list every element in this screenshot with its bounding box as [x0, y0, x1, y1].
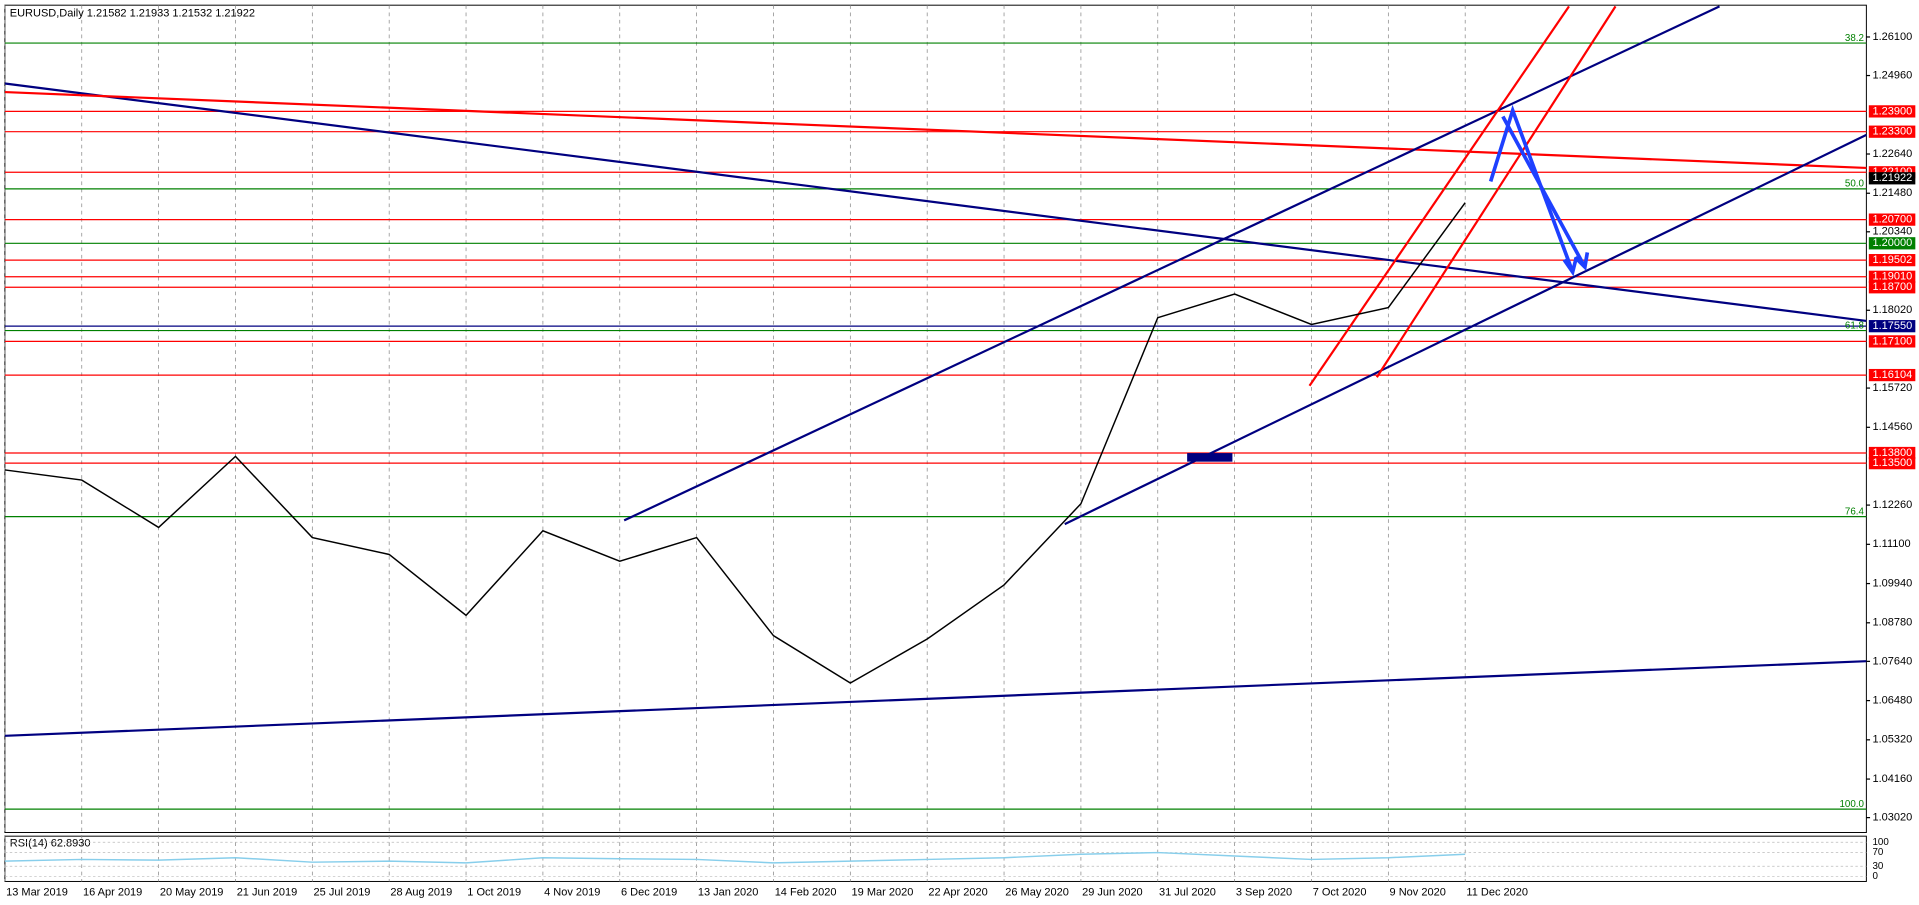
main-panel [4, 4, 1867, 833]
y-tick-label: 1.05320 [1872, 734, 1912, 746]
level-tag [1868, 213, 1916, 226]
level-label: 1.19502 [1872, 254, 1912, 266]
trend-line [4, 82, 1867, 323]
x-tick-label: 9 Nov 2020 [1390, 886, 1446, 898]
level-label: 1.17100 [1872, 335, 1912, 347]
x-tick-label: 13 Mar 2019 [6, 886, 68, 898]
levels [4, 42, 1867, 810]
level-tag [1868, 125, 1916, 138]
trend-line [623, 5, 1720, 522]
rsi-title: RSI(14) 62.8930 [10, 837, 91, 849]
x-tick-label: 14 Feb 2020 [775, 886, 837, 898]
x-tick-label: 26 May 2020 [1005, 886, 1069, 898]
level-label: 1.13800 [1872, 447, 1912, 459]
level-tag [1868, 237, 1916, 250]
level-tag [1868, 270, 1916, 283]
x-tick-label: 4 Nov 2019 [544, 886, 600, 898]
last-price-label: 1.21922 [1872, 172, 1912, 184]
y-tick-label: 1.20340 [1872, 226, 1912, 238]
x-tick-label: 20 May 2019 [160, 886, 224, 898]
y-tick-label: 1.03020 [1872, 812, 1912, 824]
y-tick-label: 1.07640 [1872, 655, 1912, 667]
rsi-tick-label: 70 [1872, 847, 1883, 858]
y-tick-label: 1.08780 [1872, 617, 1912, 629]
x-tick-label: 11 Dec 2020 [1466, 886, 1528, 898]
level-label: 1.23300 [1872, 126, 1912, 138]
y-tick-label: 1.04160 [1872, 773, 1912, 785]
level-label: 1.16104 [1872, 369, 1912, 381]
fib-label: 50.0 [1845, 179, 1865, 190]
arrow-head [1562, 256, 1579, 277]
x-tick-label: 1 Oct 2019 [467, 886, 521, 898]
level-tag [1868, 446, 1916, 460]
trend-line [4, 660, 1867, 737]
y-tick-label: 1.22640 [1872, 148, 1912, 160]
x-tick-label: 21 Jun 2019 [237, 886, 298, 898]
y-tick-label: 1.06480 [1872, 695, 1912, 707]
x-tick-label: 25 Jul 2019 [314, 886, 371, 898]
trend-line [1375, 5, 1617, 378]
x-tick-label: 13 Jan 2020 [698, 886, 759, 898]
level-tag [1868, 368, 1916, 382]
y-tick-label: 1.24960 [1872, 69, 1912, 81]
level-label: 1.13500 [1872, 457, 1912, 469]
level-label: 1.17550 [1872, 320, 1912, 332]
level-label: 1.20700 [1872, 214, 1912, 226]
chart-title: EURUSD,Daily 1.21582 1.21933 1.21532 1.2… [10, 8, 255, 20]
fib-label: 38.2 [1845, 33, 1864, 44]
trend-line [4, 90, 1867, 170]
level-label: 1.23900 [1872, 105, 1912, 117]
y-tick-label: 1.12260 [1872, 499, 1912, 511]
last-price-tag [1868, 172, 1916, 185]
level-tag [1868, 105, 1916, 118]
fib-label: 100.0 [1839, 799, 1864, 810]
arrow [1501, 115, 1587, 268]
arrow [1488, 104, 1575, 273]
rsi-tick-label: 0 [1872, 871, 1878, 882]
fib-label: 61.8 [1845, 320, 1865, 331]
arrow-head [1573, 252, 1590, 271]
level-tag [1868, 254, 1916, 267]
x-tick-label: 3 Sep 2020 [1236, 886, 1292, 898]
y-tick-label: 1.14560 [1872, 421, 1912, 433]
x-tick-label: 22 Apr 2020 [928, 886, 987, 898]
grid [4, 5, 1466, 882]
level-tag [1868, 320, 1916, 333]
rsi-tick-label: 100 [1872, 837, 1889, 848]
x-tick-label: 16 Apr 2019 [83, 886, 142, 898]
trend-line [1308, 5, 1570, 387]
trend-lines [4, 5, 1867, 737]
x-tick-label: 19 Mar 2020 [852, 886, 914, 898]
x-tick-label: 28 Aug 2019 [390, 886, 452, 898]
level-tag [1868, 281, 1916, 294]
level-tag [1868, 457, 1916, 470]
zone [1187, 453, 1233, 462]
x-tick-label: 29 Jun 2020 [1082, 886, 1143, 898]
fib-label: 76.4 [1845, 506, 1865, 517]
level-tag [1868, 335, 1916, 348]
price-line [4, 202, 1466, 684]
y-tick-label: 1.11100 [1872, 538, 1910, 550]
y-tick-label: 1.09940 [1872, 577, 1912, 589]
price-line [4, 851, 1466, 864]
x-tick-label: 7 Oct 2020 [1313, 886, 1367, 898]
level-label: 1.20000 [1872, 237, 1912, 249]
x-tick-label: 6 Dec 2019 [621, 886, 677, 898]
level-label: 1.18700 [1872, 281, 1912, 293]
y-tick-label: 1.21480 [1872, 187, 1912, 199]
y-tick-label: 1.26100 [1872, 31, 1912, 43]
rsi-tick-label: 30 [1872, 861, 1883, 872]
level-label: 1.19010 [1872, 271, 1912, 283]
y-tick-label: 1.18020 [1872, 304, 1912, 316]
x-tick-label: 31 Jul 2020 [1159, 886, 1216, 898]
y-tick-label: 1.15720 [1872, 382, 1912, 394]
